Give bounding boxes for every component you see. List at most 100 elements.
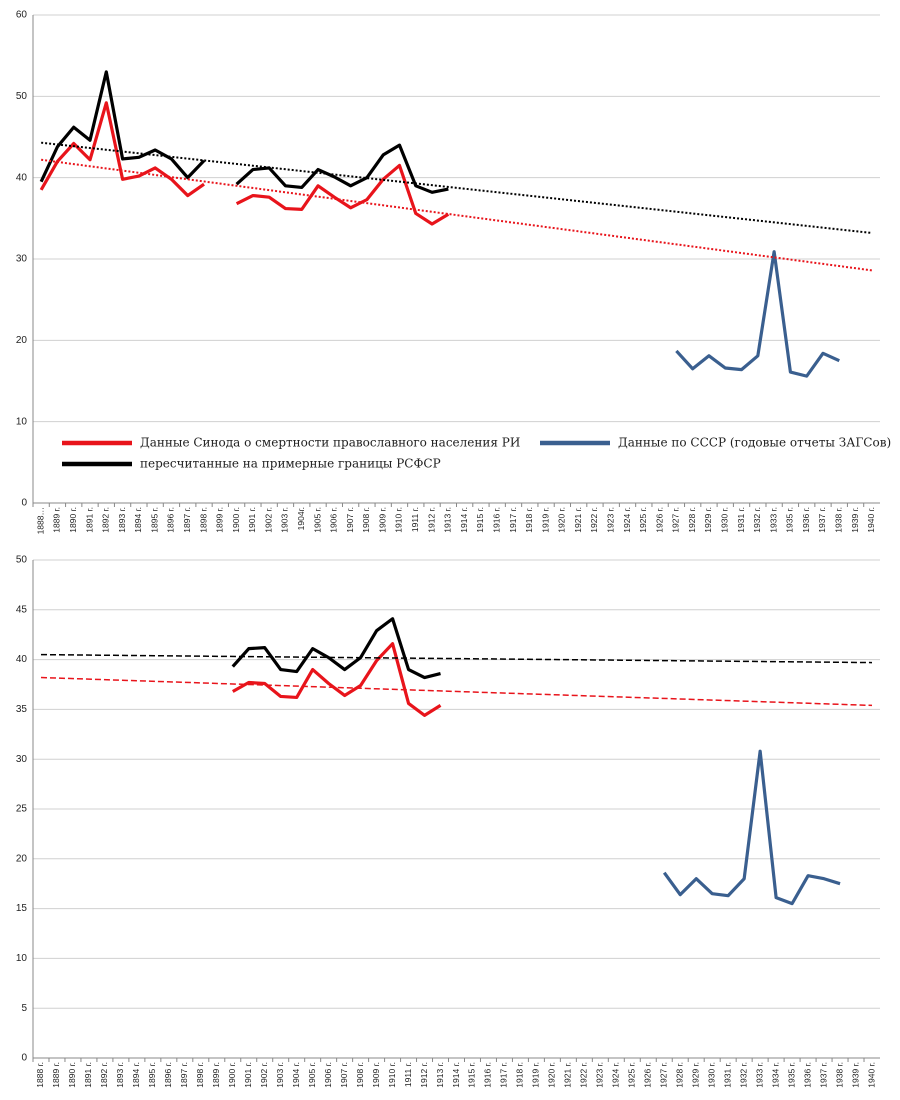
x-tick-label: 1920 г. bbox=[547, 1062, 557, 1088]
x-tick-label: 1926 г. bbox=[643, 1062, 653, 1088]
x-tick-label: 1922 г. bbox=[589, 507, 599, 533]
x-tick-label: 1924 г. bbox=[611, 1062, 621, 1088]
x-tick-label: 1929 г. bbox=[690, 1062, 700, 1088]
x-tick-label: 1914 г. bbox=[451, 1062, 461, 1088]
x-tick-label: 1889 г. bbox=[52, 507, 62, 533]
x-tick-label: 1900 г. bbox=[231, 507, 241, 533]
x-tick-label: 1930 г. bbox=[720, 507, 730, 533]
x-tick-label: 1890 г. bbox=[67, 1062, 77, 1088]
x-tick-label: 1910 г. bbox=[387, 1062, 397, 1088]
x-tick-label: 1892 г. bbox=[99, 1062, 109, 1088]
x-tick-label: 1891 г. bbox=[84, 507, 94, 533]
x-tick-label: 1935 г. bbox=[786, 1062, 796, 1088]
x-tick-label: 1898 г. bbox=[198, 507, 208, 533]
x-tick-label: 1925 г. bbox=[638, 507, 648, 533]
x-tick-label: 1898 г. bbox=[195, 1062, 205, 1088]
x-tick-label: 1903 г. bbox=[280, 507, 290, 533]
x-tick-label: 1908 г. bbox=[355, 1062, 365, 1088]
x-tick-label: 1939 г. bbox=[850, 507, 860, 533]
legend-label: Данные по СССР (годовые отчеты ЗАГСов) bbox=[618, 436, 891, 450]
y-tick-label: 20 bbox=[16, 853, 28, 864]
x-tick-label: 1895 г. bbox=[149, 507, 159, 533]
x-tick-label: 1888… bbox=[35, 507, 45, 534]
legend-label: Данные Синода о смертности православного… bbox=[140, 436, 520, 450]
x-tick-label: 1911 г. bbox=[403, 1062, 413, 1087]
x-tick-label: 1926 г. bbox=[654, 507, 664, 533]
x-tick-label: 1932 г. bbox=[738, 1062, 748, 1088]
x-tick-label: 1931 г. bbox=[722, 1062, 732, 1088]
x-tick-label: 1939 г. bbox=[850, 1062, 860, 1088]
series-line bbox=[675, 250, 840, 378]
x-tick-label: 1905 г. bbox=[312, 507, 322, 533]
x-tick-label: 1894 г. bbox=[131, 1062, 141, 1088]
x-tick-label: 1909 г. bbox=[377, 507, 387, 533]
x-tick-label: 1899 г. bbox=[211, 1062, 221, 1088]
x-tick-label: 1912 г. bbox=[419, 1062, 429, 1088]
x-tick-label: 1903 г. bbox=[275, 1062, 285, 1088]
x-tick-label: 1936 г. bbox=[801, 507, 811, 533]
x-tick-label: 1916 г. bbox=[491, 507, 501, 533]
series-line bbox=[231, 617, 441, 680]
x-tick-label: 1938 г. bbox=[834, 1062, 844, 1088]
series-line bbox=[39, 101, 450, 226]
x-tick-label: 1915 г. bbox=[467, 1062, 477, 1088]
x-tick-label: 1917 г. bbox=[499, 1062, 509, 1088]
x-tick-label: 1896 г. bbox=[163, 1062, 173, 1088]
x-tick-label: 1913 г. bbox=[435, 1062, 445, 1088]
y-tick-label: 15 bbox=[16, 903, 28, 914]
x-tick-label: 1937 г. bbox=[818, 1062, 828, 1088]
x-tick-label: 1933 г. bbox=[768, 507, 778, 533]
x-tick-label: 1893 г. bbox=[117, 507, 127, 533]
x-tick-label: 1919 г. bbox=[540, 507, 550, 533]
x-tick-label: 1919 г. bbox=[531, 1062, 541, 1088]
x-tick-label: 1914 г. bbox=[459, 507, 469, 533]
x-tick-label: 1902 г. bbox=[263, 507, 273, 533]
y-tick-label: 60 bbox=[16, 10, 28, 21]
x-tick-label: 1909 г. bbox=[371, 1062, 381, 1088]
x-tick-label: 1932 г. bbox=[752, 507, 762, 533]
x-tick-label: 1923 г. bbox=[595, 1062, 605, 1088]
x-tick-label: 1929 г. bbox=[703, 507, 713, 533]
x-tick-label: 1892 г. bbox=[101, 507, 111, 533]
x-tick-label: 1901 г. bbox=[243, 1062, 253, 1088]
legend-label: пересчитанные на примерные границы РСФСР bbox=[140, 457, 441, 471]
x-tick-label: 1915 г. bbox=[475, 507, 485, 533]
x-tick-label: 1910 г. bbox=[394, 507, 404, 533]
x-tick-label: 1894 г. bbox=[133, 507, 143, 533]
x-tick-label: 1920 г. bbox=[557, 507, 567, 533]
x-tick-label: 1940 г. bbox=[866, 1062, 876, 1088]
x-tick-label: 1899 г. bbox=[215, 507, 225, 533]
x-tick-label: 1916 г. bbox=[483, 1062, 493, 1088]
x-tick-label: 1913 г. bbox=[443, 507, 453, 533]
x-tick-label: 1897 г. bbox=[182, 507, 192, 533]
x-tick-label: 1900 г. bbox=[227, 1062, 237, 1088]
x-tick-label: 1890 г. bbox=[68, 507, 78, 533]
x-tick-label: 1904 г. bbox=[291, 1062, 301, 1088]
x-tick-label: 1937 г. bbox=[817, 507, 827, 533]
trend-line bbox=[40, 653, 873, 664]
y-tick-label: 40 bbox=[16, 654, 28, 665]
x-tick-label: 1928 г. bbox=[674, 1062, 684, 1088]
x-tick-label: 1934 г. bbox=[770, 1062, 780, 1088]
x-tick-label: 1912 г. bbox=[426, 507, 436, 533]
series-line bbox=[231, 642, 442, 717]
x-tick-label: 1923 г. bbox=[605, 507, 615, 533]
x-tick-label: 1888 г. bbox=[35, 1062, 45, 1088]
x-tick-label: 1922 г. bbox=[579, 1062, 589, 1088]
y-tick-label: 0 bbox=[21, 1053, 27, 1064]
y-tick-label: 50 bbox=[16, 91, 28, 102]
x-tick-label: 1908 г. bbox=[361, 507, 371, 533]
x-tick-label: 1927 г. bbox=[659, 1062, 669, 1088]
x-tick-label: 1930 г. bbox=[706, 1062, 716, 1088]
x-tick-label: 1906 г. bbox=[323, 1062, 333, 1088]
x-tick-label: 1906 г. bbox=[329, 507, 339, 533]
x-tick-label: 1933 г. bbox=[754, 1062, 764, 1088]
x-tick-label: 1938 г. bbox=[834, 507, 844, 533]
x-tick-label: 1907 г. bbox=[345, 507, 355, 533]
trend-line bbox=[41, 158, 872, 272]
x-tick-label: 1889 г. bbox=[51, 1062, 61, 1088]
x-tick-label: 1896 г. bbox=[166, 507, 176, 533]
y-tick-label: 30 bbox=[16, 754, 28, 765]
